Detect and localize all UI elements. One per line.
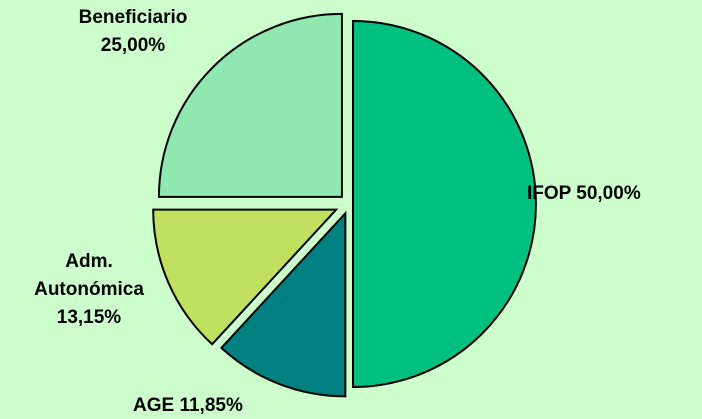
slice-label-ifop: IFOP 50,00% [527, 183, 641, 204]
slice-label-beneficiario: Beneficiario 25,00% [48, 4, 218, 60]
slice-label-adm-line-3: 13,15% [56, 307, 122, 328]
slice-label-beneficiario-line-1: Beneficiario [78, 7, 188, 28]
slice-label-adm-line-2: Autonómica [34, 279, 144, 300]
slice-label-adm-line-1: Adm. [65, 251, 113, 272]
slice-label-beneficiario-line-2: 25,00% [100, 35, 166, 56]
pie-slice-age [219, 210, 347, 398]
pie-slice-beneficiario [157, 12, 343, 198]
slice-label-adm-autonomica: Adm. Autonómica 13,15% [8, 248, 170, 332]
pie-slice-ifop [352, 19, 537, 389]
pie-slice-adm-auton-mica [152, 208, 339, 346]
slice-label-age: AGE 11,85% [133, 395, 243, 416]
